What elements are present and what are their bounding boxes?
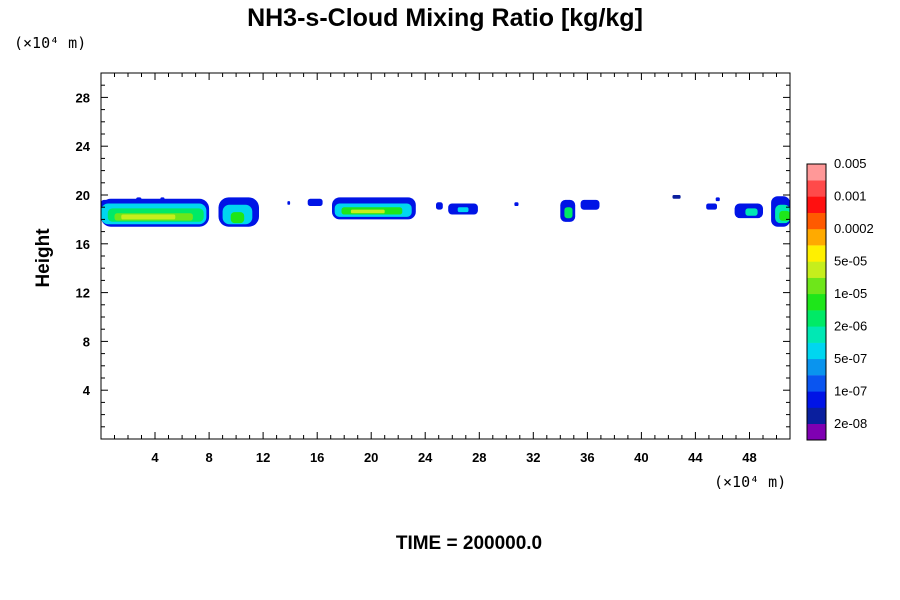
colorbar-swatch: [807, 261, 826, 278]
colorbar-swatch: [807, 358, 826, 376]
x-tick-label: 32: [526, 450, 540, 465]
colorbar-swatch: [807, 245, 826, 262]
x-tick-label: 28: [472, 450, 486, 465]
colorbar-label: 0.005: [834, 156, 867, 171]
y-tick-label: 16: [76, 237, 90, 252]
cloud-field: [101, 195, 790, 227]
x-axis-unit: (×10⁴ m): [714, 473, 786, 491]
colorbar-swatch: [807, 228, 826, 246]
y-axis: 4 8 12 16 20 24 28: [76, 84, 790, 428]
cloud-patch-24: [672, 195, 681, 199]
colorbar-swatch: [807, 180, 826, 197]
colorbar-swatch: [807, 391, 826, 408]
y-tick-label: 20: [76, 188, 90, 203]
cloud-patch-26: [715, 197, 720, 202]
cloud-patch-17: [436, 202, 443, 210]
chart-title: NH3-s-Cloud Mixing Ratio [kg/kg]: [247, 4, 643, 32]
colorbar-swatch: [807, 375, 826, 392]
colorbar-label: 2e-08: [834, 416, 867, 431]
cloud-patch-5: [121, 214, 176, 220]
colorbar-swatch: [807, 196, 826, 213]
y-tick-label: 28: [76, 90, 90, 105]
colorbar-swatch: [807, 164, 826, 181]
colorbar-swatch: [807, 407, 826, 424]
colorbar-label: 5e-05: [834, 253, 867, 268]
colorbar-swatch: [807, 326, 826, 343]
colorbar-swatch: [807, 293, 826, 311]
cloud-patch-23: [580, 199, 600, 210]
cloud-patch-16: [350, 209, 385, 214]
cloud-patch-19: [457, 207, 469, 213]
cloud-patch-6: [136, 197, 142, 204]
y-tick-label: 24: [76, 139, 91, 154]
x-tick-label: 8: [205, 450, 212, 465]
y-axis-unit: (×10⁴ m): [14, 34, 86, 52]
y-tick-label: 4: [83, 383, 91, 398]
x-tick-label: 24: [418, 450, 433, 465]
colorbar-swatch: [807, 277, 826, 295]
colorbar-label: 1e-07: [834, 383, 867, 398]
cloud-patch-11: [287, 201, 291, 205]
time-footer: TIME = 200000.0: [396, 533, 542, 554]
colorbar-frame: [806, 163, 827, 441]
x-axis: 4 8 12 16 20 24 28 32 36 40 44 48: [114, 73, 777, 465]
y-tick-label: 12: [76, 286, 90, 301]
colorbar-label: 0.001: [834, 189, 867, 204]
cloud-patch-22: [564, 207, 573, 219]
colorbar: 2e-08 1e-07 5e-07 2e-06 1e-05 5e-05 0.0002 0.00…: [806, 156, 874, 441]
colorbar-label: 0.0002: [834, 221, 874, 236]
cloud-patch-25: [706, 203, 717, 210]
colorbar-swatch: [807, 423, 826, 441]
x-tick-label: 4: [151, 450, 159, 465]
colorbar-label: 2e-06: [834, 318, 867, 333]
y-tick-label: 8: [83, 334, 90, 349]
cloud-patch-20: [514, 202, 519, 206]
x-tick-label: 40: [634, 450, 648, 465]
cloud-patch-7: [160, 197, 165, 202]
cloud-patch-12: [307, 198, 323, 206]
x-tick-label: 20: [364, 450, 378, 465]
colorbar-label: 5e-07: [834, 351, 867, 366]
plot-frame: [100, 72, 791, 440]
x-tick-label: 44: [688, 450, 703, 465]
cloud-patch-31: [779, 210, 790, 221]
cloud-patch-28: [745, 208, 758, 216]
colorbar-swatch: [807, 310, 826, 327]
x-tick-label: 36: [580, 450, 594, 465]
y-axis-label: Height: [33, 228, 54, 288]
colorbar-swatch: [807, 212, 826, 230]
x-tick-label: 48: [742, 450, 756, 465]
colorbar-label: 1e-05: [834, 286, 867, 301]
x-tick-label: 16: [310, 450, 324, 465]
x-tick-label: 12: [256, 450, 270, 465]
cloud-patch-10: [230, 212, 245, 224]
colorbar-swatch: [807, 342, 826, 360]
